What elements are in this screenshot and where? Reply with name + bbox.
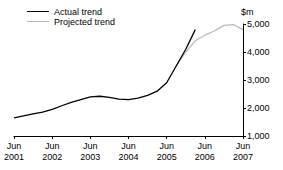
svg-text:2002: 2002	[42, 152, 62, 162]
svg-text:4,000: 4,000	[247, 47, 270, 57]
svg-text:Jun: Jun	[198, 141, 213, 151]
svg-text:Jun: Jun	[45, 141, 60, 151]
svg-text:2005: 2005	[157, 152, 177, 162]
svg-text:Actual trend: Actual trend	[54, 7, 102, 17]
svg-text:$m: $m	[241, 7, 254, 17]
svg-text:2004: 2004	[118, 152, 138, 162]
svg-text:2006: 2006	[195, 152, 215, 162]
svg-text:2,000: 2,000	[247, 103, 270, 113]
svg-text:2007: 2007	[233, 152, 253, 162]
svg-text:2001: 2001	[4, 152, 24, 162]
svg-text:2003: 2003	[80, 152, 100, 162]
svg-text:Projected trend: Projected trend	[54, 17, 115, 27]
svg-text:Jun: Jun	[121, 141, 136, 151]
svg-text:Jun: Jun	[236, 141, 251, 151]
svg-text:3,000: 3,000	[247, 75, 270, 85]
svg-text:Jun: Jun	[83, 141, 98, 151]
svg-text:1,000: 1,000	[247, 131, 270, 141]
svg-text:Jun: Jun	[7, 141, 22, 151]
svg-text:Jun: Jun	[159, 141, 174, 151]
svg-text:5,000: 5,000	[247, 19, 270, 29]
